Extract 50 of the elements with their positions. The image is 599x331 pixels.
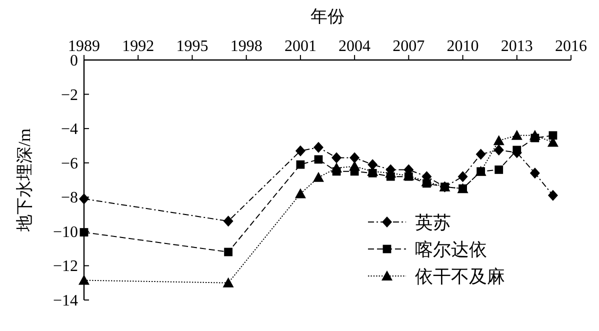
point xyxy=(312,172,324,182)
point xyxy=(314,155,323,164)
point xyxy=(350,152,360,164)
y-tick-label: −4 xyxy=(60,121,78,138)
point xyxy=(294,188,306,198)
y-axis-title: 地下水埋深/m xyxy=(15,128,34,232)
point xyxy=(296,160,305,169)
y-tick-label: −6 xyxy=(60,155,78,172)
point xyxy=(295,145,306,156)
x-axis-title: 年份 xyxy=(310,7,344,26)
legend-label: 依干不及麻 xyxy=(415,266,505,286)
y-tick-label: −10 xyxy=(52,224,78,241)
point xyxy=(494,144,504,156)
x-tick-label: 2001 xyxy=(284,38,316,55)
point xyxy=(224,248,232,256)
point xyxy=(313,142,324,153)
x-tick-label: 1989 xyxy=(68,38,100,55)
point xyxy=(493,135,504,146)
x-tick-label: 2010 xyxy=(446,38,479,55)
point xyxy=(331,162,342,172)
point xyxy=(548,190,558,201)
point xyxy=(78,274,90,285)
point xyxy=(494,166,504,174)
point xyxy=(222,277,234,288)
point xyxy=(79,193,89,204)
point xyxy=(349,160,360,171)
x-tick-label: 2007 xyxy=(392,38,425,55)
point xyxy=(512,146,522,154)
y-tick-label: −2 xyxy=(60,86,78,104)
y-tick-label: −12 xyxy=(52,258,78,276)
y-tick-label: −14 xyxy=(52,292,78,310)
y-tick-label: −8 xyxy=(60,190,78,207)
point xyxy=(223,216,234,227)
x-tick-label: 1998 xyxy=(230,38,262,55)
point xyxy=(458,171,468,182)
x-tick-label: 2004 xyxy=(338,38,371,55)
point xyxy=(530,168,540,179)
y-tick-label: 0 xyxy=(70,52,78,70)
point xyxy=(511,130,522,140)
point xyxy=(548,131,558,140)
legend-label: 英苏 xyxy=(415,212,451,232)
point xyxy=(332,152,342,164)
point xyxy=(80,228,88,236)
x-tick-label: 1995 xyxy=(176,38,208,55)
x-tick-label: 1992 xyxy=(122,38,154,55)
x-tick-label: 2013 xyxy=(500,38,533,55)
legend-label: 喀尔达依 xyxy=(415,240,487,260)
x-tick-label: 2016 xyxy=(555,38,587,55)
point xyxy=(476,148,486,160)
point xyxy=(529,130,540,140)
